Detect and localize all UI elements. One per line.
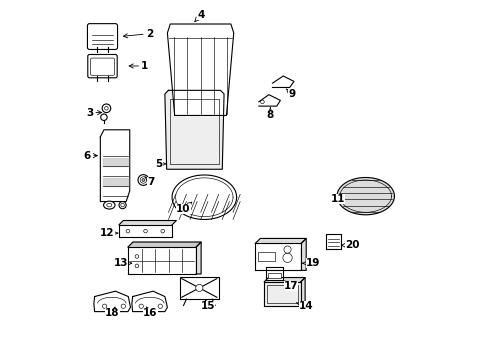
Bar [266, 285, 297, 303]
Text: 19: 19 [302, 258, 320, 268]
Polygon shape [272, 76, 293, 87]
Bar [258, 252, 275, 261]
Ellipse shape [106, 203, 112, 207]
Polygon shape [180, 277, 218, 299]
Circle shape [121, 304, 125, 309]
Circle shape [135, 255, 139, 258]
Circle shape [126, 229, 129, 233]
Polygon shape [255, 243, 301, 270]
Polygon shape [196, 242, 201, 274]
Text: 9: 9 [285, 89, 295, 99]
Circle shape [135, 264, 139, 268]
FancyBboxPatch shape [88, 54, 117, 78]
Circle shape [282, 253, 292, 262]
Text: 11: 11 [330, 194, 344, 204]
FancyBboxPatch shape [87, 24, 117, 49]
Polygon shape [325, 234, 340, 249]
Circle shape [161, 229, 164, 233]
Polygon shape [128, 247, 196, 274]
Circle shape [104, 107, 108, 110]
Circle shape [102, 104, 110, 113]
Circle shape [195, 284, 203, 292]
Polygon shape [300, 278, 305, 306]
Text: 16: 16 [143, 307, 158, 318]
Text: 4: 4 [195, 10, 204, 22]
Circle shape [101, 114, 107, 121]
Circle shape [143, 229, 147, 233]
Text: 13: 13 [113, 258, 131, 268]
Polygon shape [258, 95, 280, 106]
Text: 2: 2 [123, 29, 153, 39]
Polygon shape [264, 282, 300, 306]
Text: 12: 12 [100, 228, 118, 238]
Polygon shape [164, 90, 224, 169]
Text: 7: 7 [144, 176, 154, 187]
Polygon shape [103, 178, 128, 186]
Circle shape [284, 246, 290, 253]
Polygon shape [100, 130, 129, 202]
Ellipse shape [121, 203, 124, 207]
Polygon shape [265, 267, 283, 280]
Circle shape [158, 304, 162, 309]
Ellipse shape [140, 177, 146, 183]
Ellipse shape [142, 179, 144, 181]
Polygon shape [336, 177, 394, 215]
Polygon shape [301, 238, 305, 270]
Polygon shape [119, 221, 176, 225]
Text: 10: 10 [176, 202, 191, 215]
Circle shape [139, 304, 143, 309]
Ellipse shape [103, 201, 115, 209]
Text: 20: 20 [341, 240, 359, 250]
Polygon shape [255, 238, 305, 243]
Text: 5: 5 [155, 159, 165, 169]
Text: 17: 17 [283, 281, 298, 291]
Text: 6: 6 [83, 150, 97, 161]
Circle shape [102, 304, 106, 309]
Ellipse shape [138, 175, 148, 185]
Text: 8: 8 [266, 108, 273, 121]
Bar [170, 99, 218, 164]
Polygon shape [172, 175, 236, 220]
Polygon shape [103, 158, 128, 166]
Polygon shape [94, 291, 130, 312]
Polygon shape [167, 24, 233, 116]
Text: 1: 1 [129, 61, 148, 71]
Polygon shape [132, 291, 167, 312]
Polygon shape [119, 225, 172, 237]
Ellipse shape [119, 202, 126, 209]
Polygon shape [264, 278, 305, 282]
Bar [267, 273, 281, 278]
Ellipse shape [260, 100, 264, 104]
Text: 14: 14 [296, 301, 313, 311]
Text: 15: 15 [200, 300, 215, 311]
FancyBboxPatch shape [90, 58, 114, 75]
Polygon shape [128, 242, 201, 247]
Text: 18: 18 [105, 307, 120, 318]
Text: 3: 3 [86, 108, 102, 118]
